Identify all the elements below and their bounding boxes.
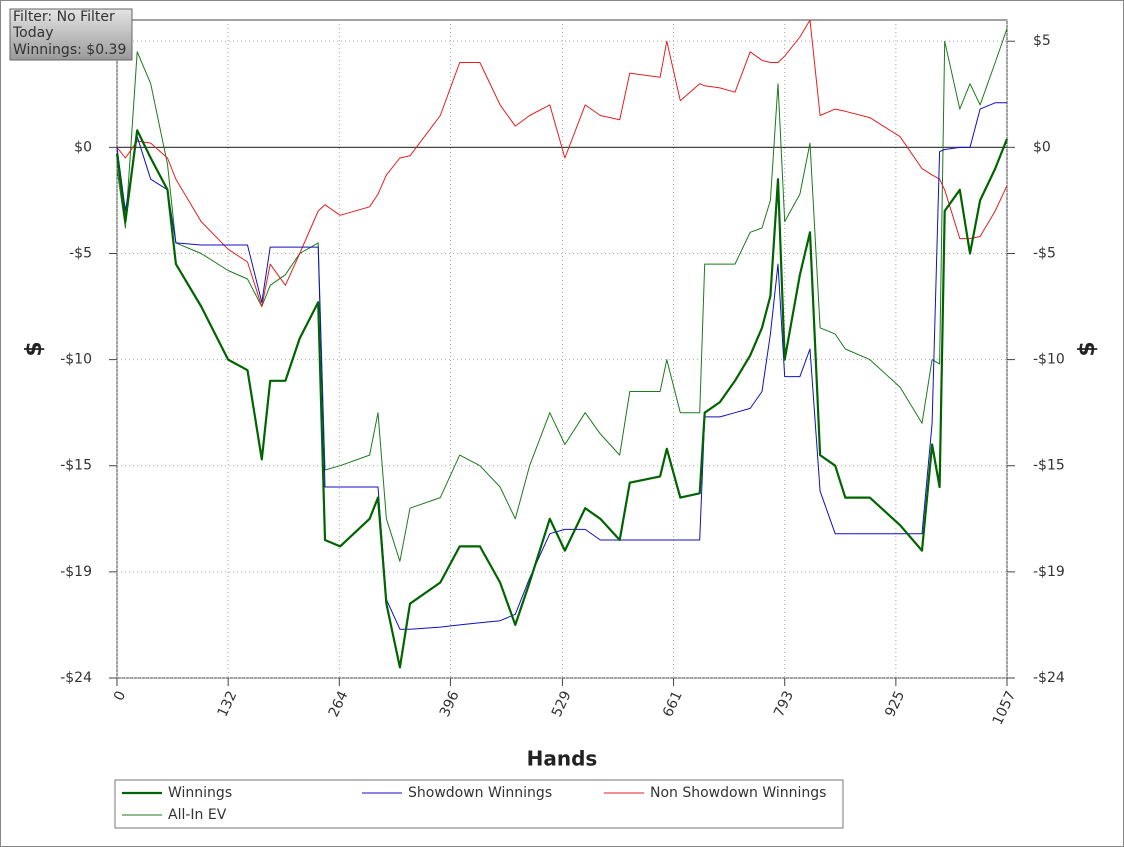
y2-axis-label: $: [1075, 341, 1100, 356]
series-line: [116, 28, 1008, 562]
info-box: [9, 8, 133, 61]
legend: [114, 779, 844, 829]
series-line: [115, 129, 1009, 669]
y2-tick-label: $0: [1033, 139, 1051, 155]
y-tick-label: $0: [74, 139, 92, 155]
y-tick-label: -$10: [60, 352, 92, 368]
y-tick-label: -$24: [60, 670, 92, 686]
y-tick-label: -$15: [60, 458, 92, 474]
legend-label: All-In EV: [168, 807, 227, 823]
legend-label: Winnings: [168, 785, 232, 801]
legend-label: Non Showdown Winnings: [650, 785, 826, 801]
y-axis-label: $: [22, 341, 47, 356]
y2-tick-label: -$5: [1033, 245, 1056, 261]
series-line: [116, 102, 1007, 630]
info-filter: Filter: No Filter: [13, 9, 115, 25]
y2-tick-label: -$19: [1033, 564, 1065, 580]
y-tick-label: -$19: [60, 564, 92, 580]
y2-tick-label: $5: [1033, 33, 1051, 49]
info-winnings: Winnings: $0.39: [13, 42, 126, 58]
legend-label: Showdown Winnings: [408, 785, 552, 801]
x-axis-label: Hands: [527, 747, 598, 771]
y-tick-label: -$5: [69, 245, 92, 261]
y2-tick-label: -$15: [1033, 458, 1065, 474]
series-line: [116, 19, 1008, 307]
y2-tick-label: -$10: [1033, 352, 1065, 368]
info-period: Today: [12, 25, 54, 41]
y2-tick-label: -$24: [1033, 670, 1065, 686]
